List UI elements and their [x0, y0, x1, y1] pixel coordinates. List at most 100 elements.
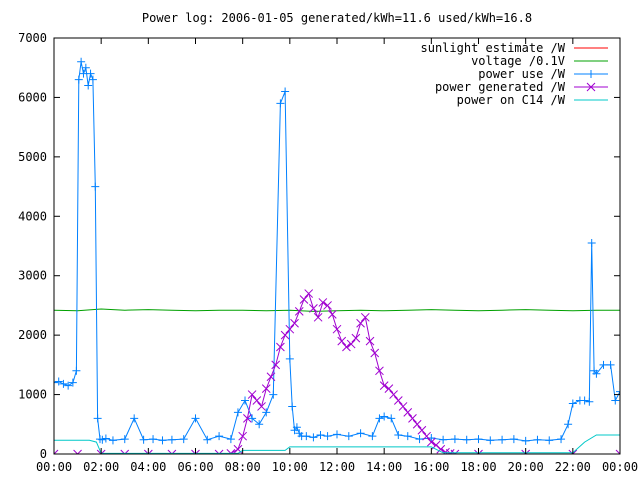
y-tick-label: 7000: [18, 31, 47, 45]
data-point-power-use-w: [606, 360, 615, 369]
data-point-power-generated-w: [436, 444, 446, 454]
data-point-power-generated-w: [568, 449, 578, 454]
data-point-power-use-w: [288, 402, 297, 411]
data-point-power-generated-w: [379, 381, 389, 391]
data-point-power-generated-w: [167, 449, 177, 454]
data-point-power-use-w: [380, 412, 389, 421]
data-point-power-generated-w: [408, 413, 417, 423]
data-point-power-generated-w: [120, 449, 130, 454]
data-point-power-use-w: [611, 396, 620, 405]
data-point-power-use-w: [387, 414, 396, 423]
data-point-power-generated-w: [323, 301, 332, 310]
data-point-power-use-w: [74, 75, 83, 84]
data-point-power-generated-w: [521, 449, 531, 454]
data-point-power-use-w: [130, 414, 139, 423]
x-tick-label: 22:00: [555, 460, 591, 474]
legend-label-sunlight-estimate-w: sunlight estimate /W: [421, 41, 566, 55]
data-point-power-use-w: [394, 430, 403, 439]
data-point-power-use-w: [375, 414, 384, 423]
data-point-power-generated-w: [389, 390, 398, 399]
data-point-power-generated-w: [54, 449, 59, 454]
series-line-power-use-w: [54, 61, 620, 442]
data-point-power-generated-w: [280, 330, 290, 340]
data-point-power-generated-w: [346, 339, 356, 349]
data-point-power-use-w: [167, 435, 176, 444]
data-point-power-generated-w: [403, 408, 413, 417]
data-point-power-use-w: [616, 387, 620, 396]
data-point-power-generated-w: [342, 342, 351, 352]
data-point-power-generated-w: [261, 384, 271, 393]
x-tick-label: 06:00: [177, 460, 213, 474]
data-point-power-use-w: [585, 397, 594, 406]
data-point-power-use-w: [316, 430, 325, 439]
data-point-power-use-w: [533, 435, 542, 444]
data-point-power-use-w: [403, 432, 412, 441]
data-point-power-generated-w: [351, 333, 361, 343]
data-point-power-use-w: [415, 435, 424, 444]
data-point-power-generated-w: [426, 437, 436, 447]
data-point-power-use-w: [68, 378, 77, 387]
data-point-power-generated-w: [276, 342, 285, 352]
data-point-power-use-w: [462, 435, 471, 444]
data-point-power-use-w: [564, 420, 573, 429]
x-tick-label: 10:00: [272, 460, 308, 474]
legend-label-power-on-c14-w: power on C14 /W: [457, 93, 566, 107]
data-point-power-generated-w: [290, 318, 299, 328]
data-point-power-use-w: [98, 435, 107, 444]
data-point-power-use-w: [59, 379, 68, 388]
data-point-power-use-w: [269, 390, 278, 399]
legend-marker-power-generated-w: [586, 82, 596, 92]
data-point-power-use-w: [149, 435, 158, 444]
data-point-power-generated-w: [417, 425, 427, 435]
data-point-power-generated-w: [318, 298, 328, 307]
x-tick-label: 02:00: [83, 460, 119, 474]
data-point-power-use-w: [108, 436, 117, 445]
data-point-power-use-w: [333, 430, 341, 439]
data-point-power-generated-w: [214, 449, 224, 454]
data-point-power-use-w: [86, 69, 95, 78]
data-point-power-generated-w: [285, 324, 295, 334]
data-point-power-use-w: [64, 381, 73, 390]
data-point-power-generated-w: [266, 372, 276, 382]
data-point-power-use-w: [545, 436, 554, 445]
data-point-power-use-w: [309, 433, 318, 442]
data-point-power-generated-w: [313, 312, 323, 322]
x-tick-label: 16:00: [413, 460, 449, 474]
x-tick-label: 00:00: [36, 460, 72, 474]
data-point-power-use-w: [54, 377, 63, 386]
data-point-power-generated-w: [304, 289, 314, 298]
data-point-power-use-w: [276, 99, 285, 108]
data-point-power-use-w: [93, 414, 102, 423]
data-point-power-use-w: [248, 414, 257, 423]
data-point-power-use-w: [356, 429, 365, 438]
data-point-power-use-w: [77, 57, 86, 66]
data-point-power-use-w: [81, 63, 90, 72]
chart-title: Power log: 2006-01-05 generated/kWh=11.6…: [142, 11, 532, 25]
legend-label-power-generated-w: power generated /W: [435, 80, 566, 94]
legend-label-voltage-0-1v: voltage /0.1V: [471, 54, 565, 68]
data-point-power-generated-w: [309, 304, 318, 313]
data-point-power-use-w: [587, 239, 596, 248]
data-point-power-use-w: [599, 360, 608, 369]
data-point-power-generated-w: [375, 366, 384, 376]
data-point-power-generated-w: [384, 384, 394, 393]
data-point-power-generated-w: [243, 413, 252, 423]
data-point-power-use-w: [158, 436, 167, 445]
data-point-power-generated-w: [294, 307, 304, 316]
data-point-power-generated-w: [257, 402, 266, 411]
data-point-power-generated-w: [393, 396, 403, 405]
data-point-power-use-w: [292, 423, 301, 432]
x-tick-label: 18:00: [460, 460, 496, 474]
data-point-power-use-w: [215, 432, 224, 441]
series-layer: [54, 57, 620, 454]
legend-label-power-use-w: power use /W: [478, 67, 565, 81]
data-point-power-generated-w: [615, 449, 620, 454]
data-point-power-use-w: [226, 435, 235, 444]
data-point-power-use-w: [557, 435, 566, 444]
data-point-power-use-w: [592, 369, 601, 378]
data-point-power-use-w: [450, 435, 459, 444]
data-point-power-generated-w: [412, 419, 422, 429]
data-point-power-use-w: [344, 432, 353, 441]
x-tick-label: 00:00: [602, 460, 638, 474]
data-point-power-use-w: [179, 435, 188, 444]
